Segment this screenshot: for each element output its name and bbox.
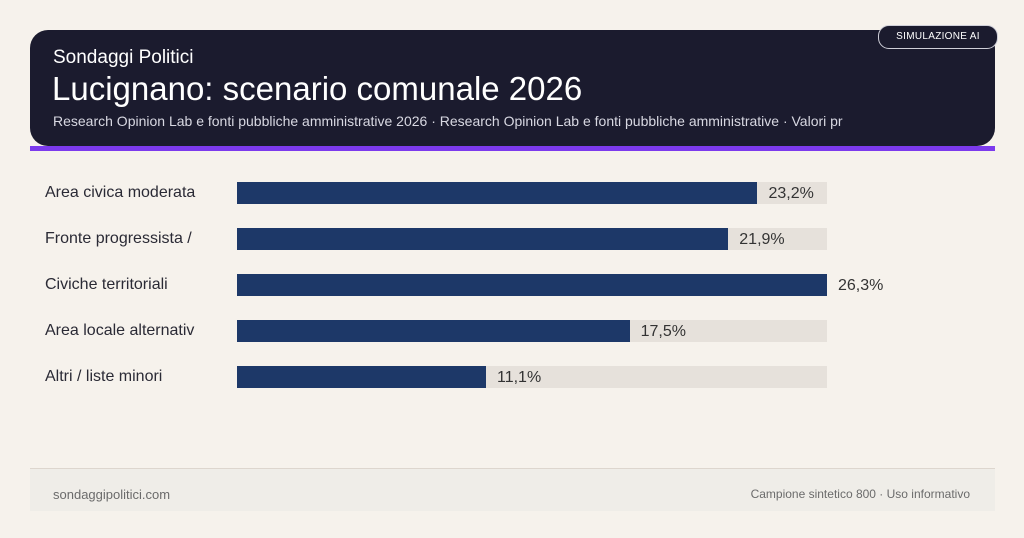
footer: sondaggipolitici.com Campione sintetico … <box>30 468 995 511</box>
category-label: Fronte progressista / <box>45 230 192 247</box>
category-label: Altri / liste minori <box>45 368 163 385</box>
footer-site: sondaggipolitici.com <box>53 487 171 502</box>
accent-divider <box>30 146 995 151</box>
value-label: 11,1% <box>497 369 542 386</box>
value-label: 26,3% <box>838 277 884 294</box>
bar <box>237 366 486 388</box>
simulation-badge: SIMULAZIONE AI <box>878 25 998 49</box>
bar <box>237 228 729 250</box>
subtitle: Research Opinion Lab e fonti pubbliche a… <box>53 113 843 129</box>
footer-note: Campione sintetico 800 · Uso informativo <box>750 487 970 501</box>
category-label: Area civica moderata <box>45 184 196 201</box>
bar <box>237 182 758 204</box>
category-label: Civiche territoriali <box>45 276 168 293</box>
bar <box>237 320 630 342</box>
value-label: 21,9% <box>739 231 785 248</box>
page-title: Lucignano: scenario comunale 2026 <box>52 70 583 107</box>
value-label: 23,2% <box>768 185 814 202</box>
header-card: Sondaggi Politici Lucignano: scenario co… <box>30 30 995 146</box>
category-label: Area locale alternativ <box>45 322 195 339</box>
value-label: 17,5% <box>640 323 686 340</box>
bar <box>237 274 827 296</box>
brand-name: Sondaggi Politici <box>53 47 194 68</box>
